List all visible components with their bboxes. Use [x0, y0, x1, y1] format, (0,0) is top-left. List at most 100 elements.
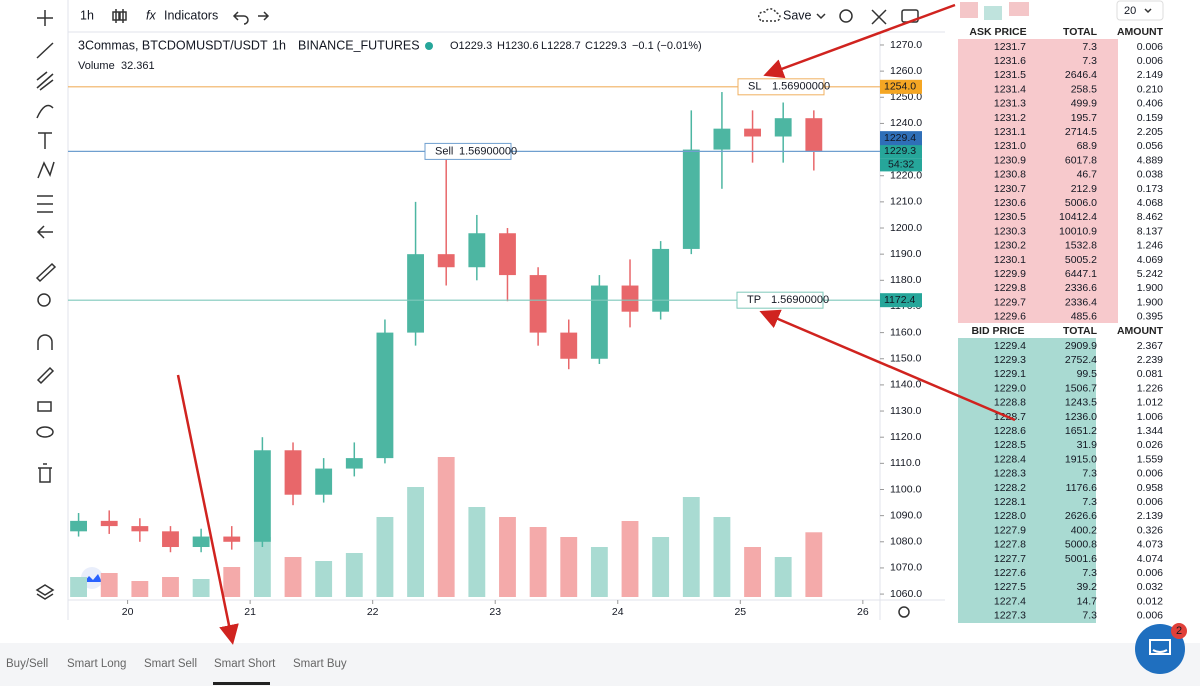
- price: 1231.0: [994, 140, 1026, 152]
- amount: 0.210: [1137, 83, 1163, 95]
- ohlc-change: −0.1 (−0.01%): [632, 40, 702, 52]
- crosshair-tool[interactable]: [37, 10, 53, 26]
- ask-depth: [958, 39, 1118, 323]
- back-tool[interactable]: [36, 225, 53, 239]
- price: 1230.3: [994, 225, 1026, 237]
- price: 1230.1: [994, 254, 1026, 266]
- candle-body: [774, 118, 792, 137]
- order-label-box[interactable]: [424, 142, 512, 160]
- amount: 0.006: [1137, 468, 1163, 480]
- line-tool[interactable]: [36, 42, 54, 59]
- price: 1230.2: [994, 240, 1026, 252]
- tab[interactable]: Buy/Sell: [6, 658, 48, 670]
- layers-tool[interactable]: [35, 584, 55, 600]
- chat-button[interactable]: [1135, 624, 1185, 674]
- zoom-tool[interactable]: [37, 293, 51, 307]
- lock-tool[interactable]: [37, 401, 52, 412]
- prediction-tool[interactable]: [37, 195, 53, 213]
- undo-button[interactable]: [232, 11, 249, 25]
- x-tick-label: 23: [489, 606, 501, 618]
- pattern-tool[interactable]: [37, 161, 55, 179]
- candle-body: [713, 128, 731, 150]
- total: 31.9: [1077, 439, 1098, 451]
- total: 212.9: [1071, 183, 1097, 195]
- candle-body: [407, 254, 424, 333]
- ohlc-low: L1228.7: [541, 40, 581, 52]
- order-label-box[interactable]: [736, 291, 824, 309]
- total: 485.6: [1071, 311, 1097, 323]
- volume-value: 32.361: [121, 60, 155, 72]
- top-toolbar: 1h fx Indicators Save: [68, 8, 945, 33]
- volume-label: Volume: [78, 60, 115, 72]
- text-tool[interactable]: [38, 132, 52, 149]
- axis-settings[interactable]: [898, 606, 910, 618]
- view-asks[interactable]: [1009, 2, 1029, 16]
- total: 2909.9: [1065, 340, 1097, 352]
- fib-tool[interactable]: [36, 71, 54, 91]
- lock-draw-tool[interactable]: [36, 366, 55, 385]
- save-dropdown[interactable]: [816, 13, 826, 20]
- view-both[interactable]: [960, 2, 978, 18]
- price: 1227.5: [994, 581, 1026, 593]
- tab[interactable]: Smart Buy: [293, 658, 347, 670]
- tab[interactable]: Smart Short: [214, 658, 276, 670]
- total: 5005.2: [1065, 254, 1097, 266]
- price: 1230.7: [994, 183, 1026, 195]
- exchange: BINANCE_FUTURES: [298, 38, 420, 52]
- ruler-tool[interactable]: [35, 262, 57, 283]
- price: 1229.0: [994, 382, 1026, 394]
- candle-body: [499, 233, 516, 276]
- depth-select[interactable]: [1116, 0, 1164, 21]
- price: 1228.1: [994, 496, 1026, 508]
- amount: 1.246: [1137, 240, 1163, 252]
- y-tick-label: 1070.0: [890, 562, 922, 574]
- total: 1532.8: [1065, 240, 1097, 252]
- amount: 4.068: [1137, 197, 1163, 209]
- total: 7.3: [1082, 41, 1097, 53]
- volume-bar: [437, 457, 455, 597]
- tab[interactable]: Smart Long: [67, 658, 126, 670]
- price-tag-label: 1172.4: [884, 294, 915, 306]
- redo-button[interactable]: [258, 11, 270, 21]
- fullscreen-button[interactable]: [871, 9, 887, 25]
- brush-tool[interactable]: [36, 104, 54, 119]
- y-tick-label: 1060.0: [890, 588, 922, 600]
- chart-type-button[interactable]: [112, 9, 127, 23]
- y-tick-label: 1220.0: [890, 170, 922, 182]
- price-tag: [880, 79, 922, 94]
- depth-caret: [1144, 8, 1152, 14]
- total: 1243.5: [1065, 397, 1097, 409]
- total: 400.2: [1071, 524, 1097, 536]
- interval: 1h: [272, 38, 286, 52]
- price: 1228.6: [994, 425, 1026, 437]
- total: 195.7: [1071, 112, 1097, 124]
- view-bids[interactable]: [984, 6, 1002, 20]
- column-header: AMOUNT: [1117, 325, 1164, 337]
- magnet-tool[interactable]: [37, 334, 53, 350]
- amount: 1.900: [1137, 296, 1163, 308]
- candle-body: [529, 275, 547, 333]
- candle-body: [376, 332, 394, 459]
- order-label-box[interactable]: [737, 78, 825, 96]
- total: 1236.0: [1065, 411, 1097, 423]
- visibility-tool[interactable]: [36, 426, 54, 438]
- price: 1229.1: [994, 368, 1026, 380]
- save-button[interactable]: Save: [783, 8, 812, 22]
- tab-bar: Buy/Sell Smart Long Smart Sell Smart Short S…: [0, 643, 1200, 686]
- interval-button[interactable]: 1h: [80, 8, 94, 22]
- countdown: 54:32: [888, 159, 914, 171]
- y-tick-label: 1080.0: [890, 536, 922, 548]
- total: 7.3: [1082, 496, 1097, 508]
- delete-tool[interactable]: [38, 463, 52, 483]
- tab[interactable]: Smart Sell: [144, 658, 197, 670]
- y-tick-label: 1270.0: [890, 39, 922, 51]
- y-tick-label: 1190.0: [890, 248, 921, 260]
- total: 7.3: [1082, 567, 1097, 579]
- bid-depth: [958, 338, 1096, 623]
- settings-button[interactable]: [839, 9, 853, 23]
- order-quantity: 1.56900000: [771, 294, 829, 306]
- price: 1229.7: [994, 296, 1026, 308]
- volume-bar: [223, 567, 241, 597]
- candle-body: [590, 285, 608, 359]
- indicators-button[interactable]: Indicators: [164, 8, 218, 22]
